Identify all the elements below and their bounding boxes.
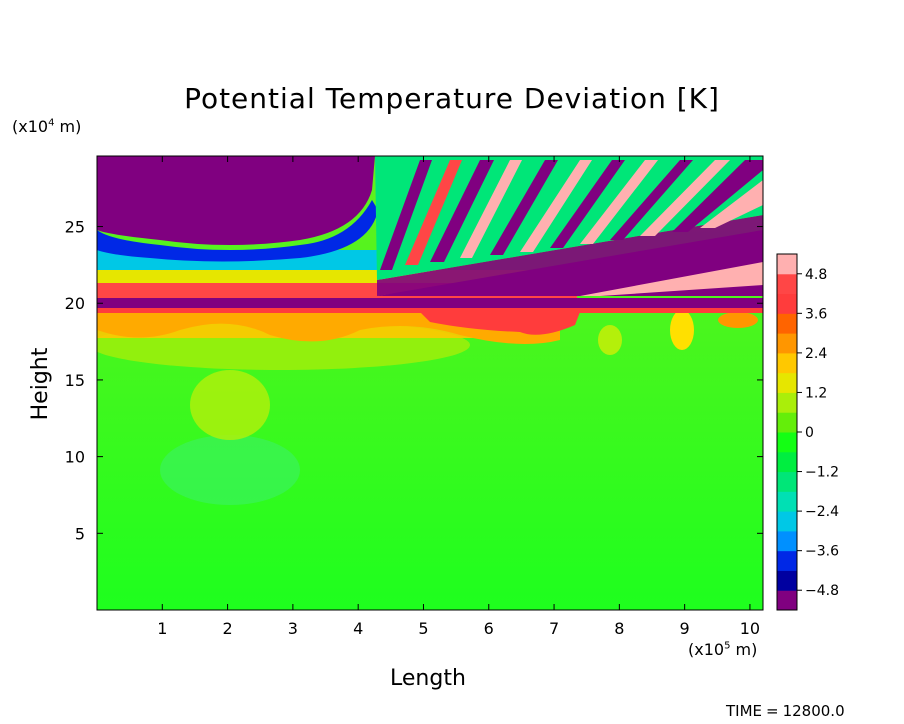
colorbar-label: 2.4 bbox=[805, 346, 827, 362]
x-tick-label: 2 bbox=[222, 619, 232, 638]
x-tick-label: 4 bbox=[353, 619, 363, 638]
colorbar-label: −4.8 bbox=[805, 583, 839, 599]
heatmap-field bbox=[97, 156, 763, 610]
colorbar-swatch bbox=[777, 313, 797, 334]
colorbar-swatch bbox=[777, 333, 797, 354]
colorbar-swatch bbox=[777, 293, 797, 314]
chart-title: Potential Temperature Deviation [K] bbox=[184, 82, 720, 115]
tropopause-purple bbox=[97, 298, 763, 308]
colorbar-swatch bbox=[777, 412, 797, 433]
x-tick-label: 10 bbox=[740, 619, 760, 638]
colorbar-swatch bbox=[777, 273, 797, 295]
y-axis-unit: (x104 m) bbox=[12, 117, 82, 136]
colorbar-label: 3.6 bbox=[805, 306, 827, 322]
colorbar-swatch bbox=[777, 511, 797, 532]
y-axis-label: Height bbox=[28, 347, 53, 421]
y-tick-label: 10 bbox=[65, 448, 85, 467]
colorbar-swatch bbox=[777, 550, 797, 571]
plot-frame bbox=[96, 155, 764, 611]
x-tick-label: 5 bbox=[418, 619, 428, 638]
warm-dome bbox=[190, 370, 270, 440]
colorbar-label: 1.2 bbox=[805, 385, 827, 401]
colorbar-label: 4.8 bbox=[805, 267, 827, 283]
tropopause-red bbox=[97, 308, 763, 313]
colorbar-swatch bbox=[777, 570, 797, 591]
wave-stripes bbox=[380, 160, 763, 270]
colorbar-label: −3.6 bbox=[805, 544, 839, 560]
x-tick-label: 9 bbox=[680, 619, 690, 638]
upper-cold-edge bbox=[97, 200, 378, 262]
x-axis-ticks: 1 2 3 4 5 6 7 8 9 10 bbox=[157, 156, 760, 638]
colorbar-label: −2.4 bbox=[805, 504, 839, 520]
upper-cold-region bbox=[97, 156, 375, 245]
y-tick-label: 25 bbox=[65, 218, 85, 237]
y-axis-ticks: 5 10 15 20 25 bbox=[65, 218, 763, 543]
x-axis-label: Length bbox=[390, 666, 466, 691]
y-tick-label: 20 bbox=[65, 294, 85, 313]
wave-band-pink bbox=[580, 262, 763, 296]
low-anomaly bbox=[160, 435, 300, 505]
x-tick-label: 1 bbox=[157, 619, 167, 638]
colorbar-swatch bbox=[777, 451, 797, 473]
hot-lobe-10 bbox=[718, 312, 758, 328]
colorbar-label: 0 bbox=[805, 425, 814, 441]
x-tick-label: 3 bbox=[288, 619, 298, 638]
colorbar-swatch bbox=[777, 471, 797, 492]
colorbar-swatch bbox=[777, 530, 797, 552]
colorbar-swatch bbox=[777, 590, 797, 611]
colorbar-swatch bbox=[777, 352, 797, 374]
hot-lobe-9 bbox=[670, 310, 694, 350]
x-tick-label: 7 bbox=[549, 619, 559, 638]
x-tick-label: 8 bbox=[614, 619, 624, 638]
y-tick-label: 5 bbox=[75, 524, 85, 543]
colorbar-swatch bbox=[777, 392, 797, 413]
wave-band-purple-upper bbox=[377, 215, 763, 296]
x-tick-label: 6 bbox=[484, 619, 494, 638]
colorbar-swatch bbox=[777, 254, 797, 275]
hot-patch bbox=[420, 312, 580, 335]
time-annotation: TIME = 12800.0 bbox=[726, 702, 845, 720]
colorbar: 4.8 3.6 2.4 1.2 0 −1.2 −2.4 −3.6 −4.8 bbox=[776, 253, 839, 611]
x-axis-unit: (x105 m) bbox=[688, 640, 758, 659]
y-tick-label: 15 bbox=[65, 371, 85, 390]
colorbar-swatch bbox=[777, 491, 797, 512]
colorbar-swatch bbox=[777, 432, 797, 453]
colorbar-label: −1.2 bbox=[805, 465, 839, 481]
colorbar-swatch bbox=[777, 372, 797, 393]
hot-lobe-7 bbox=[598, 325, 622, 355]
